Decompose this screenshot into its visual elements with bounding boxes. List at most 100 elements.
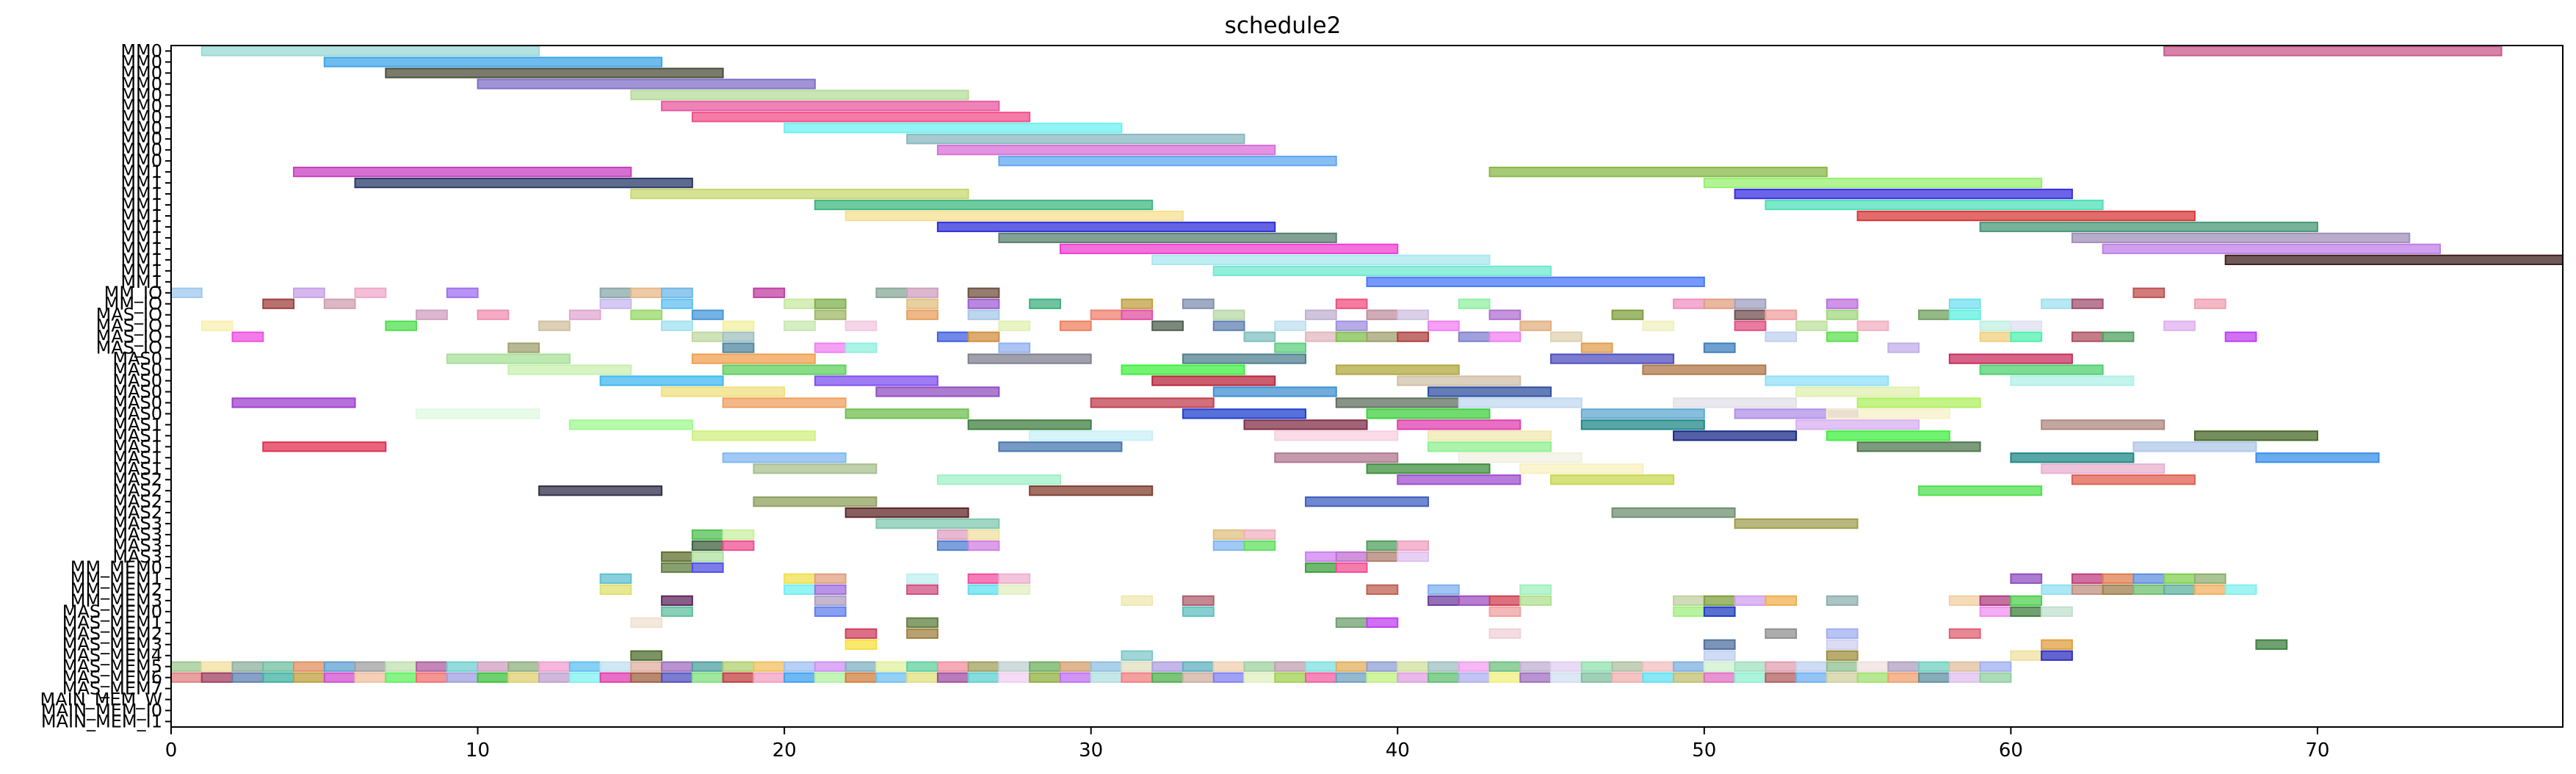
task-bar <box>2041 298 2073 309</box>
task-bar <box>1458 397 1582 408</box>
task-bar <box>1856 672 1889 683</box>
task-bar <box>1029 485 1154 496</box>
y-tick-label: MM0 <box>120 40 162 61</box>
y-tick-label: MAS1 <box>112 447 162 468</box>
task-bar <box>1243 419 1368 430</box>
y-tick-label: MM1 <box>120 261 162 281</box>
y-tick-label: MAS3 <box>112 524 162 545</box>
task-bar <box>691 112 1031 123</box>
task-bar <box>1397 331 1430 342</box>
task-bar <box>1826 331 1859 342</box>
task-bar <box>1765 628 1798 639</box>
task-bar <box>231 397 356 408</box>
y-tick-label: MM_MEM1 <box>70 568 162 589</box>
task-bar <box>1274 430 1399 441</box>
task-bar <box>2255 452 2380 463</box>
task-bar <box>1826 672 1859 683</box>
task-bar <box>753 463 878 474</box>
task-bar <box>1182 661 1215 672</box>
task-bar <box>814 309 847 320</box>
task-bar <box>784 661 816 672</box>
task-bar <box>906 672 938 683</box>
task-bar <box>1182 672 1215 683</box>
task-bar <box>2010 452 2135 463</box>
task-bar <box>784 298 816 309</box>
task-bar <box>1059 243 1399 255</box>
task-bar <box>875 661 908 672</box>
task-bar <box>2041 639 2073 650</box>
task-bar <box>1304 672 1337 683</box>
y-tick-label: MAS0 <box>112 349 162 369</box>
task-bar <box>1243 672 1276 683</box>
task-bar <box>385 661 418 672</box>
y-tick-label: MAS3 <box>112 513 162 534</box>
y-tick-label: MM1 <box>120 206 162 226</box>
task-bar <box>1212 386 1337 397</box>
task-bar <box>1121 661 1154 672</box>
task-bar <box>1121 364 1245 375</box>
task-bar <box>1642 364 1767 375</box>
task-bar <box>691 331 724 342</box>
task-bar <box>1458 452 1582 463</box>
task-bar <box>1948 672 1981 683</box>
task-bar <box>354 672 387 683</box>
task-bar <box>1673 430 1798 441</box>
task-bar <box>231 661 264 672</box>
task-bar <box>2071 298 2104 309</box>
task-bar <box>200 46 540 57</box>
task-bar <box>844 672 878 683</box>
task-bar <box>1458 298 1491 309</box>
task-bar <box>1428 386 1552 397</box>
task-bar <box>1121 672 1154 683</box>
task-bar <box>691 551 724 563</box>
task-bar <box>630 672 663 683</box>
task-bar <box>1366 408 1491 419</box>
task-bar <box>1428 441 1552 452</box>
task-bar <box>1488 606 1522 617</box>
task-bar <box>1335 617 1368 628</box>
task-bar <box>2132 287 2166 298</box>
task-bar <box>875 672 908 683</box>
task-bar <box>906 573 938 585</box>
task-bar <box>1212 540 1245 551</box>
task-bar <box>998 342 1031 353</box>
task-bar <box>661 595 693 607</box>
task-bar <box>1826 661 1859 672</box>
y-tick-label: MAS_MEM3 <box>62 634 162 655</box>
task-bar <box>2193 298 2226 309</box>
x-tick-label: 40 <box>1386 739 1410 762</box>
task-bar <box>967 584 1000 596</box>
task-bar <box>599 573 632 585</box>
task-bar <box>2102 584 2135 596</box>
task-bar <box>936 221 1276 233</box>
task-bar <box>1151 254 1491 266</box>
task-bar <box>568 661 601 672</box>
task-bar <box>998 320 1031 331</box>
task-bar <box>1304 309 1337 320</box>
task-bar <box>1274 342 1306 353</box>
task-bar <box>1765 199 2104 211</box>
y-tick-label: MAS2 <box>112 480 162 501</box>
y-tick-labels: MM0MM0MM0MM0MM0MM0MM0MM0MM0MM0MM0MM1MM1M… <box>40 40 171 732</box>
task-bar <box>293 166 632 178</box>
task-bar <box>1580 419 1705 430</box>
task-bar <box>1979 364 2104 375</box>
task-bar <box>814 584 847 596</box>
task-bar <box>2071 232 2411 244</box>
task-bar <box>2132 441 2257 452</box>
task-bar <box>416 672 448 683</box>
task-bar <box>661 562 693 574</box>
task-bar <box>568 309 601 320</box>
task-bar <box>385 672 418 683</box>
task-bar <box>1151 320 1184 331</box>
task-bar <box>416 408 540 419</box>
y-tick-label: MAS_MEM7 <box>62 679 162 699</box>
task-bar <box>1182 595 1215 607</box>
task-bar <box>722 331 755 342</box>
task-bar <box>1182 353 1306 364</box>
task-bar <box>630 90 969 101</box>
task-bar <box>1703 672 1736 683</box>
task-bar <box>998 232 1337 244</box>
task-bar <box>1734 595 1767 607</box>
task-bar <box>691 309 724 320</box>
